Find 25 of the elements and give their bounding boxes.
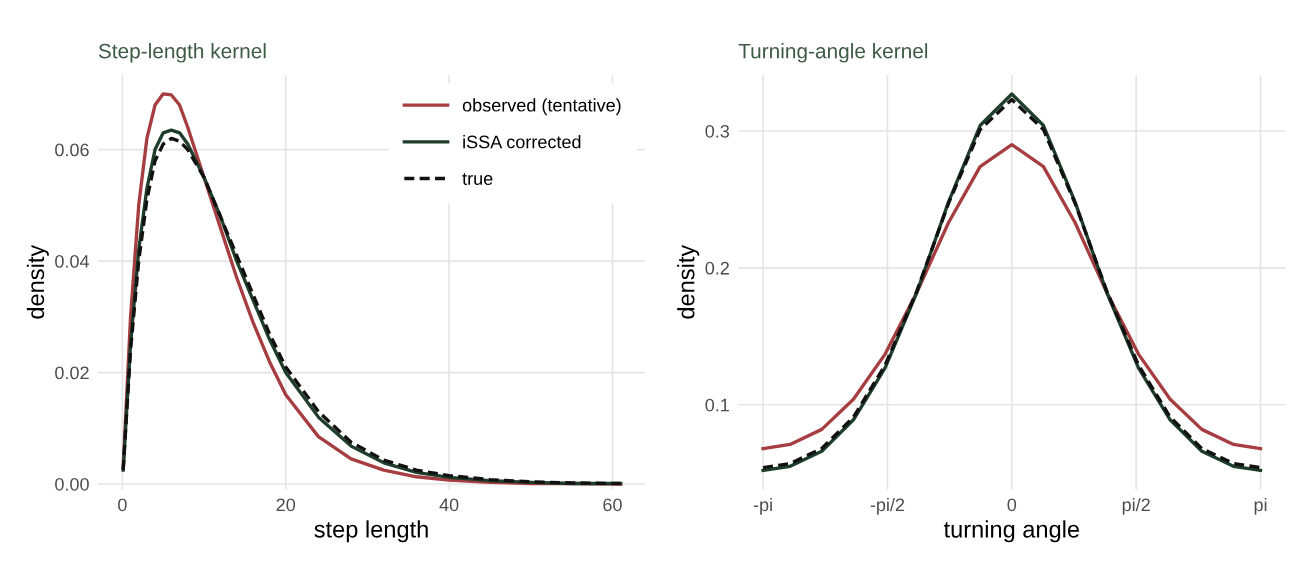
x-axis-title: step length <box>314 520 428 543</box>
y-tick-label: 0.3 <box>705 124 730 138</box>
y-axis-title: density <box>26 244 49 319</box>
chart-title: Turning-angle kernel <box>738 43 928 63</box>
x-tick-label: pi/2 <box>1122 497 1150 515</box>
x-tick-label: -pi/2 <box>870 497 905 515</box>
chart-title: Step-length kernel <box>98 43 266 63</box>
x-tick-label: 60 <box>603 498 622 512</box>
y-tick-label: 0.2 <box>705 261 729 275</box>
y-tick-label: 0.04 <box>55 254 90 268</box>
x-tick-label: 20 <box>276 498 296 512</box>
x-axis-title: turning angle <box>943 520 1080 543</box>
x-tick-label: 40 <box>439 498 459 512</box>
y-tick-label: 0.06 <box>55 143 89 157</box>
x-tick-label: pi <box>1254 497 1267 515</box>
x-tick-label: -pi <box>753 497 772 515</box>
y-tick-label: 0.00 <box>55 477 89 491</box>
x-tick-label: 0 <box>1007 498 1017 512</box>
y-tick-label: 0.02 <box>55 366 89 380</box>
legend-label: observed (tentative) <box>462 98 621 116</box>
y-axis-title: density <box>677 244 700 319</box>
x-tick-label: 0 <box>118 498 127 512</box>
legend-label: iSSA corrected <box>463 135 581 149</box>
y-tick-label: 0.1 <box>705 398 729 412</box>
legend-label: true <box>462 173 493 185</box>
